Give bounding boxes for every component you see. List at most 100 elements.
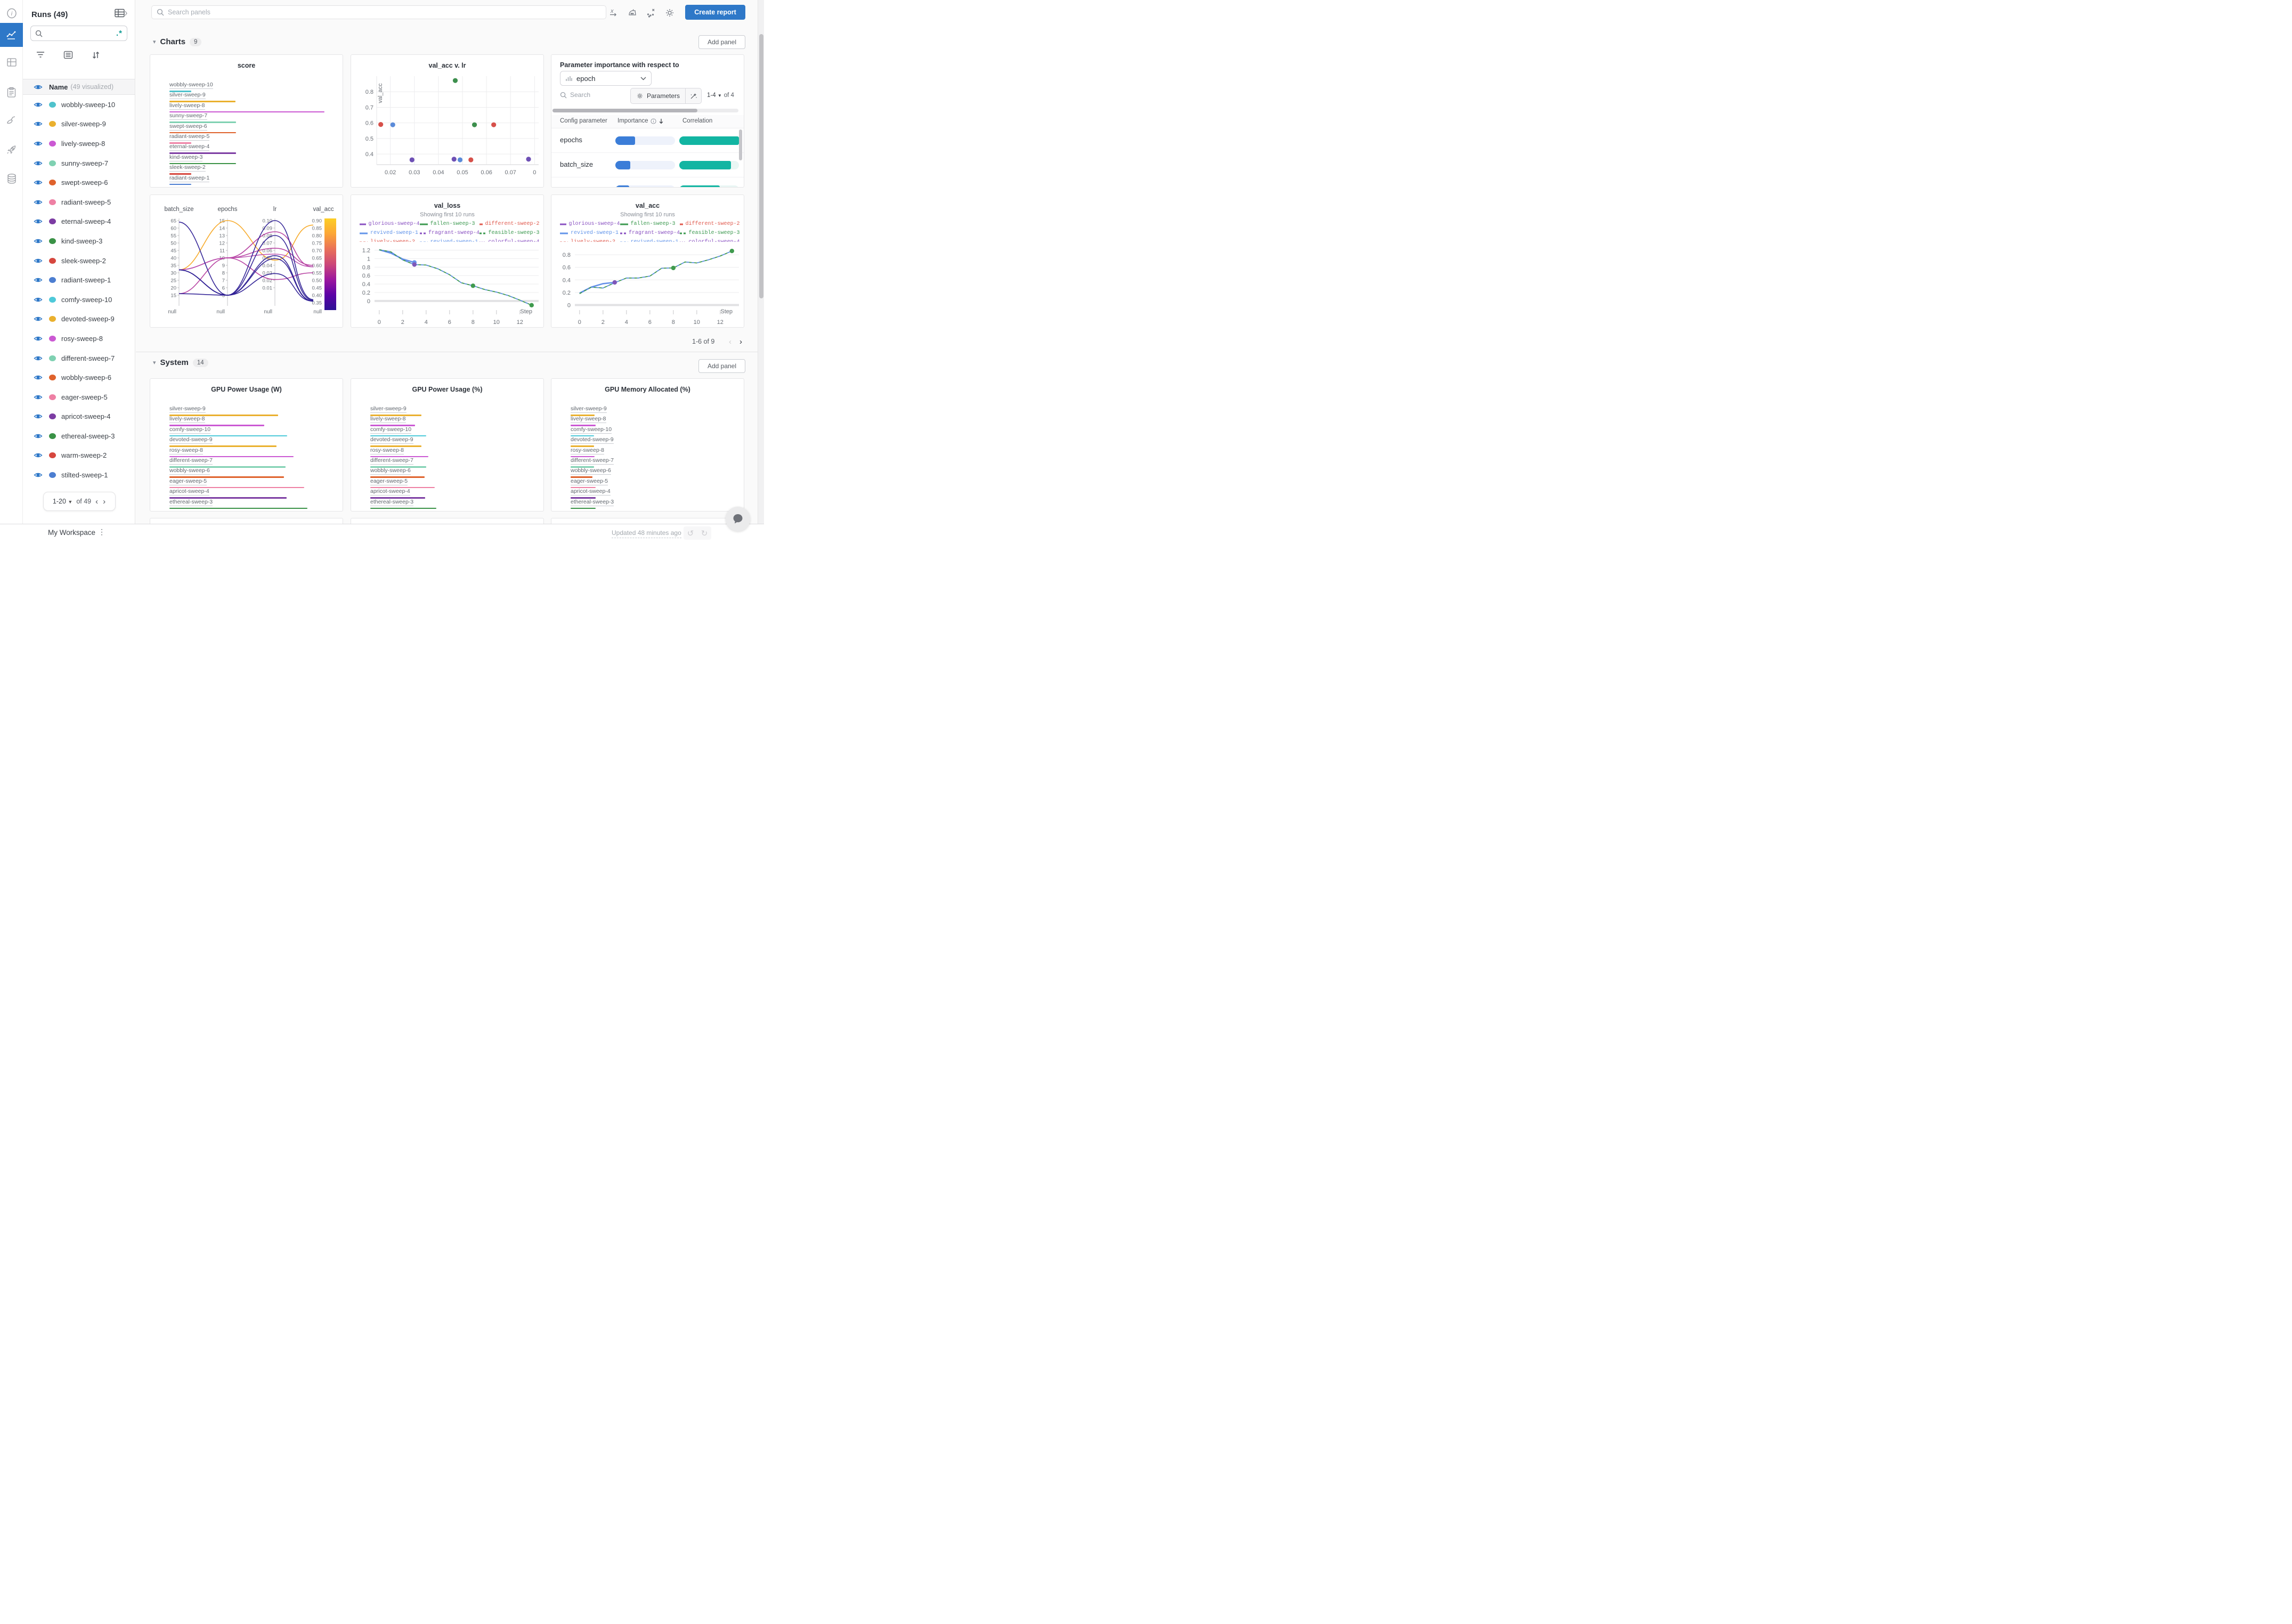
chart-run-row[interactable]: comfy-sweep-10 <box>370 424 525 437</box>
chart-run-row[interactable]: lively-sweep-8 <box>571 413 726 426</box>
eye-visible-icon[interactable] <box>34 160 43 167</box>
eye-visible-icon[interactable] <box>34 238 43 245</box>
legend-item[interactable]: fragrant-sweep-4 <box>620 229 680 238</box>
run-row[interactable]: eternal-sweep-4 <box>23 212 135 232</box>
eye-visible-icon[interactable] <box>34 179 43 186</box>
charts-collapse-chevron-icon[interactable]: ▾ <box>153 39 156 45</box>
eye-visible-icon[interactable] <box>34 413 43 420</box>
legend-item[interactable]: colorful-sweep-4 <box>680 238 740 242</box>
importance-metric-select[interactable]: epoch <box>560 71 652 86</box>
eye-visible-icon[interactable] <box>34 452 43 459</box>
undo-icon[interactable]: ↺ <box>684 526 697 540</box>
charts-prev-page-icon[interactable]: ‹ <box>729 337 732 346</box>
chart-run-row[interactable]: wobbly-sweep-6 <box>370 465 525 478</box>
run-label[interactable]: eager-sweep-5 <box>169 477 207 485</box>
eye-visible-icon[interactable] <box>34 140 43 147</box>
legend-item[interactable]: colorful-sweep-4 <box>479 238 540 242</box>
run-label[interactable]: devoted-sweep-9 <box>571 436 614 444</box>
run-row[interactable]: lively-sweep-8 <box>23 134 135 153</box>
chart-run-row[interactable]: silver-sweep-9 <box>370 403 525 416</box>
run-row[interactable]: wobbly-sweep-6 <box>23 368 135 387</box>
eye-visible-icon[interactable] <box>34 315 43 322</box>
panel-parameter-importance[interactable]: Parameter importance with respect to epo… <box>551 54 744 188</box>
chart-run-row[interactable]: swept-sweep-6 <box>169 121 324 134</box>
run-label[interactable]: radiant-sweep-1 <box>169 174 210 182</box>
run-row[interactable]: devoted-sweep-9 <box>23 310 135 329</box>
runs-search-input[interactable] <box>46 29 116 37</box>
chart-run-row[interactable]: wobbly-sweep-6 <box>571 465 726 478</box>
legend-item[interactable]: feasible-sweep-3 <box>479 229 540 238</box>
eye-visible-icon[interactable] <box>34 355 43 362</box>
chart-run-row[interactable]: rosy-sweep-8 <box>370 445 525 458</box>
eye-visible-icon[interactable] <box>34 84 43 91</box>
run-label[interactable]: radiant-sweep-5 <box>169 133 210 141</box>
panel-val-acc[interactable]: val_acc Showing first 10 runs glorious-s… <box>551 194 744 328</box>
run-label[interactable]: ethereal-sweep-3 <box>370 498 414 506</box>
parameters-button[interactable]: Parameters <box>631 88 685 103</box>
run-row[interactable]: silver-sweep-9 <box>23 115 135 134</box>
run-label[interactable]: comfy-sweep-10 <box>571 426 612 434</box>
legend-item[interactable]: different-sweep-2 <box>479 220 540 229</box>
run-label[interactable]: ethereal-sweep-3 <box>169 498 213 506</box>
chart-run-row[interactable]: rosy-sweep-8 <box>169 445 324 458</box>
importance-row[interactable]: epochs <box>551 128 744 153</box>
run-label[interactable]: ethereal-sweep-3 <box>571 498 614 506</box>
panel-score[interactable]: score wobbly-sweep-10 silver-sweep-9 liv… <box>150 54 343 188</box>
chart-run-row[interactable]: devoted-sweep-9 <box>370 434 525 447</box>
eye-visible-icon[interactable] <box>34 335 43 342</box>
run-label[interactable]: wobbly-sweep-10 <box>169 82 213 89</box>
legend-item[interactable]: lively-sweep-2 <box>360 238 420 242</box>
run-label[interactable]: lively-sweep-8 <box>370 416 406 424</box>
info-icon[interactable]: i <box>0 4 23 22</box>
importance-vertical-scrollbar[interactable] <box>739 129 742 185</box>
chart-run-row[interactable]: devoted-sweep-9 <box>169 434 324 447</box>
sort-icon[interactable] <box>90 49 102 61</box>
run-row[interactable]: sleek-sweep-2 <box>23 251 135 271</box>
chart-run-row[interactable]: apricot-sweep-4 <box>571 486 726 499</box>
run-label[interactable]: comfy-sweep-10 <box>169 426 211 434</box>
chart-run-row[interactable]: ethereal-sweep-3 <box>571 497 726 509</box>
panel-gpu-memory-pct[interactable]: GPU Memory Allocated (%) silver-sweep-9 l… <box>551 378 744 511</box>
eye-visible-icon[interactable] <box>34 296 43 303</box>
chart-run-row[interactable]: wobbly-sweep-6 <box>169 465 324 478</box>
sort-desc-icon[interactable] <box>659 118 664 124</box>
chart-run-row[interactable]: radiant-sweep-5 <box>169 131 324 144</box>
run-label[interactable]: rosy-sweep-8 <box>571 446 605 454</box>
redo-icon[interactable]: ↻ <box>697 526 711 540</box>
panel-val-loss[interactable]: val_loss Showing first 10 runs glorious-… <box>351 194 544 328</box>
runs-next-page-icon[interactable]: › <box>103 497 106 506</box>
run-label[interactable]: sleek-sweep-2 <box>169 164 206 172</box>
eye-visible-icon[interactable] <box>34 199 43 206</box>
importance-row[interactable]: batch_size <box>551 153 744 177</box>
chart-run-row[interactable]: radiant-sweep-1 <box>169 173 324 185</box>
run-label[interactable]: sunny-sweep-7 <box>169 112 208 120</box>
run-label[interactable]: devoted-sweep-9 <box>370 436 413 444</box>
runs-page-range-dropdown[interactable]: 1-20 ▼ <box>52 498 73 505</box>
settings-gear-icon[interactable] <box>664 7 675 18</box>
chart-run-row[interactable]: silver-sweep-9 <box>571 403 726 416</box>
run-row[interactable]: different-sweep-7 <box>23 348 135 368</box>
page-scrollbar[interactable] <box>758 0 764 524</box>
run-label[interactable]: eager-sweep-5 <box>571 477 608 485</box>
legend-item[interactable]: lively-sweep-2 <box>560 238 620 242</box>
run-row[interactable]: swept-sweep-6 <box>23 173 135 192</box>
run-label[interactable]: eternal-sweep-4 <box>169 143 210 151</box>
eye-visible-icon[interactable] <box>34 218 43 225</box>
chart-run-row[interactable]: silver-sweep-9 <box>169 90 324 102</box>
panel-gpu-power-w[interactable]: GPU Power Usage (W) silver-sweep-9 lively… <box>150 378 343 511</box>
chart-run-row[interactable]: comfy-sweep-10 <box>169 424 324 437</box>
chart-run-row[interactable]: apricot-sweep-4 <box>370 486 525 499</box>
run-row[interactable]: stilted-sweep-1 <box>23 465 135 485</box>
legend-item[interactable]: feasible-sweep-3 <box>680 229 740 238</box>
legend-item[interactable]: glorious-sweep-4 <box>560 220 620 229</box>
chart-run-row[interactable]: eager-sweep-5 <box>370 476 525 489</box>
x-axis-icon[interactable]: x <box>608 7 619 18</box>
chart-run-row[interactable]: eternal-sweep-4 <box>169 141 324 154</box>
chart-run-row[interactable]: apricot-sweep-4 <box>169 486 324 499</box>
panels-search-input[interactable] <box>168 9 601 16</box>
list-settings-icon[interactable] <box>62 49 74 61</box>
magic-wand-icon[interactable] <box>685 88 701 103</box>
chart-run-row[interactable]: eager-sweep-5 <box>169 476 324 489</box>
run-label[interactable]: swept-sweep-6 <box>169 123 207 131</box>
run-label[interactable]: silver-sweep-9 <box>169 405 206 413</box>
